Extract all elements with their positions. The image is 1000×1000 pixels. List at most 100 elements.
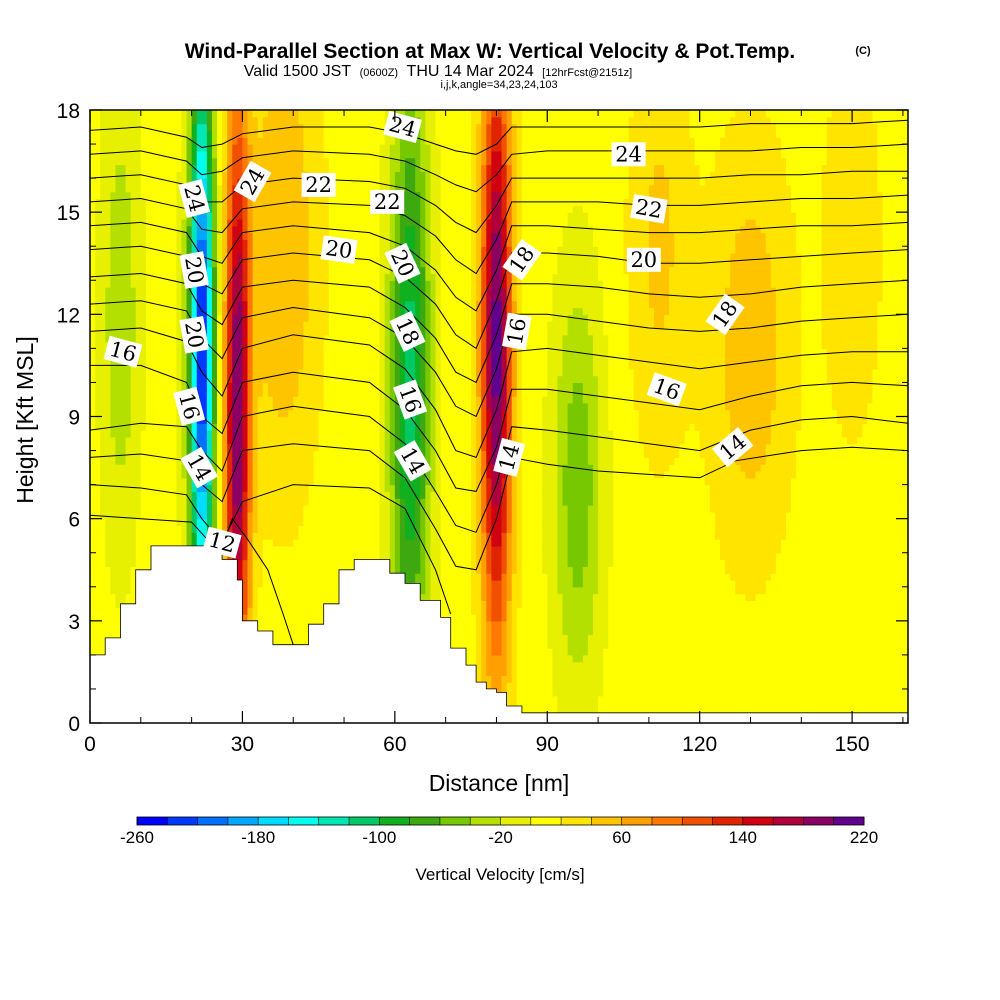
velocity-cell bbox=[765, 607, 772, 615]
velocity-cell bbox=[465, 552, 472, 561]
velocity-cell bbox=[481, 559, 487, 567]
velocity-cell bbox=[562, 600, 569, 608]
velocity-cell bbox=[735, 620, 741, 629]
velocity-cell bbox=[816, 525, 823, 533]
velocity-cell bbox=[496, 573, 503, 581]
velocity-cell bbox=[552, 573, 559, 581]
velocity-cell bbox=[826, 579, 833, 588]
velocity-cell bbox=[857, 607, 863, 615]
velocity-cell bbox=[313, 593, 320, 601]
velocity-cell bbox=[887, 511, 894, 520]
velocity-cell bbox=[659, 614, 665, 622]
velocity-cell bbox=[450, 532, 457, 540]
velocity-cell bbox=[623, 600, 630, 608]
velocity-cell bbox=[816, 545, 823, 554]
velocity-cell bbox=[323, 511, 330, 520]
velocity-cell bbox=[592, 661, 599, 670]
velocity-cell bbox=[765, 641, 772, 649]
velocity-cell bbox=[415, 559, 421, 567]
velocity-cell bbox=[897, 682, 904, 690]
velocity-cell bbox=[465, 559, 472, 567]
velocity-cell bbox=[699, 579, 706, 588]
velocity-cell bbox=[476, 648, 482, 656]
velocity-cell bbox=[618, 668, 625, 676]
velocity-cell bbox=[557, 614, 564, 622]
velocity-cell bbox=[257, 614, 264, 622]
velocity-cell bbox=[247, 579, 254, 588]
velocity-cell bbox=[501, 627, 508, 636]
velocity-cell bbox=[882, 518, 889, 527]
velocity-cell bbox=[608, 614, 614, 622]
velocity-cell bbox=[232, 525, 238, 533]
velocity-cell bbox=[796, 627, 802, 636]
velocity-cell bbox=[643, 682, 650, 690]
velocity-cell bbox=[547, 641, 553, 649]
velocity-cell bbox=[730, 525, 736, 533]
velocity-cell bbox=[745, 532, 752, 540]
velocity-cell bbox=[821, 627, 828, 636]
velocity-cell bbox=[628, 559, 635, 567]
velocity-cell bbox=[598, 545, 604, 554]
velocity-cell bbox=[394, 566, 401, 574]
velocity-cell bbox=[338, 532, 345, 540]
velocity-cell bbox=[735, 525, 741, 533]
velocity-cell bbox=[684, 654, 691, 663]
velocity-cell bbox=[720, 620, 726, 629]
velocity-cell bbox=[191, 518, 198, 527]
velocity-cell bbox=[547, 702, 553, 710]
velocity-cell bbox=[196, 518, 203, 527]
velocity-cell bbox=[100, 532, 106, 540]
velocity-cell bbox=[709, 511, 716, 520]
velocity-cell bbox=[293, 559, 299, 567]
velocity-cell bbox=[465, 620, 472, 629]
velocity-cell bbox=[887, 579, 894, 588]
velocity-cell bbox=[669, 641, 675, 649]
velocity-cell bbox=[882, 661, 889, 670]
velocity-cell bbox=[653, 675, 660, 683]
velocity-cell bbox=[643, 695, 650, 704]
velocity-cell bbox=[567, 634, 574, 642]
velocity-cell bbox=[862, 648, 868, 656]
velocity-cell bbox=[821, 614, 828, 622]
velocity-cell bbox=[379, 552, 386, 561]
velocity-cell bbox=[811, 518, 818, 527]
velocity-cell bbox=[567, 586, 574, 595]
velocity-cell bbox=[669, 600, 675, 608]
velocity-cell bbox=[592, 641, 599, 649]
velocity-cell bbox=[430, 586, 437, 595]
velocity-cell bbox=[755, 614, 762, 622]
velocity-cell bbox=[852, 559, 858, 567]
velocity-cell bbox=[882, 552, 889, 561]
velocity-cell bbox=[242, 614, 249, 622]
velocity-cell bbox=[95, 525, 101, 533]
velocity-cell bbox=[750, 566, 757, 574]
velocity-cell bbox=[399, 566, 406, 574]
velocity-cell bbox=[669, 511, 675, 520]
velocity-cell bbox=[125, 559, 132, 567]
velocity-cell bbox=[720, 675, 726, 683]
velocity-cell bbox=[714, 620, 721, 629]
velocity-cell bbox=[491, 593, 498, 601]
velocity-cell bbox=[532, 648, 538, 656]
velocity-cell bbox=[262, 614, 269, 622]
velocity-cell bbox=[486, 511, 492, 520]
velocity-cell bbox=[806, 545, 813, 554]
velocity-cell bbox=[592, 559, 599, 567]
velocity-cell bbox=[902, 675, 908, 683]
velocity-cell bbox=[486, 682, 492, 690]
velocity-cell bbox=[592, 552, 599, 561]
velocity-cell bbox=[592, 511, 599, 520]
velocity-cell bbox=[430, 579, 437, 588]
velocity-cell bbox=[638, 675, 645, 683]
velocity-cell bbox=[902, 668, 908, 676]
velocity-cell bbox=[882, 573, 889, 581]
velocity-cell bbox=[847, 539, 853, 547]
velocity-cell bbox=[521, 607, 528, 615]
velocity-cell bbox=[836, 545, 843, 554]
velocity-cell bbox=[770, 545, 777, 554]
velocity-cell bbox=[648, 525, 655, 533]
velocity-cell bbox=[272, 518, 279, 527]
velocity-cell bbox=[542, 654, 548, 663]
velocity-cell bbox=[897, 573, 904, 581]
velocity-cell bbox=[542, 702, 548, 710]
